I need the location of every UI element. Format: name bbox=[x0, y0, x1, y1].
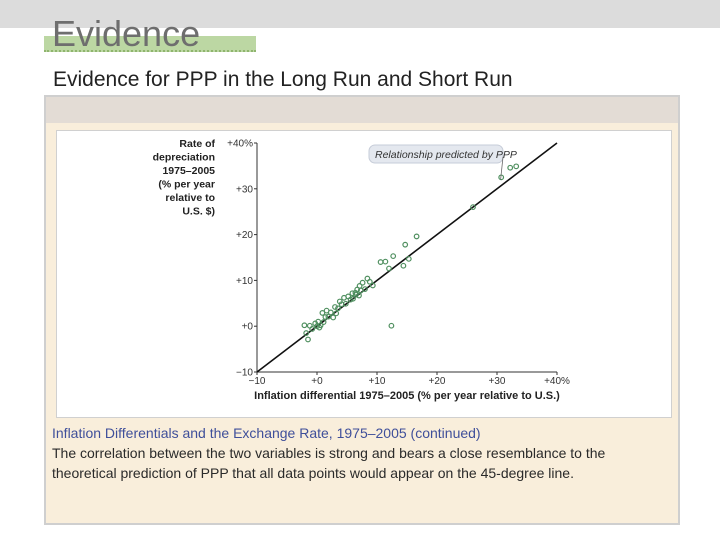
data-point bbox=[356, 282, 363, 289]
data-point bbox=[507, 164, 514, 171]
x-tick-labels: −10 +0 +10 +20 +30 +40% bbox=[249, 376, 571, 387]
data-point bbox=[320, 319, 327, 325]
y-axis-label-line: 1975–2005 bbox=[162, 165, 215, 177]
top-bar bbox=[0, 0, 720, 28]
data-point bbox=[390, 253, 397, 260]
y-axis-label-line: (% per year bbox=[158, 179, 215, 191]
data-point bbox=[322, 314, 329, 320]
caption-body: The correlation between the two variable… bbox=[52, 445, 606, 481]
data-point bbox=[327, 309, 334, 316]
data-point bbox=[356, 292, 362, 299]
x-tick-label: +10 bbox=[369, 376, 386, 387]
title-highlight bbox=[44, 36, 256, 52]
data-point bbox=[377, 259, 384, 265]
data-point bbox=[388, 322, 395, 329]
y-tick-label: +10 bbox=[236, 276, 253, 287]
data-point bbox=[362, 286, 368, 293]
x-tick-label: −10 bbox=[249, 376, 266, 387]
data-point bbox=[333, 310, 340, 317]
scatter-figure: Rate of depreciation 1975–2005 (% per year r… bbox=[56, 130, 672, 418]
data-point bbox=[350, 295, 356, 302]
data-point bbox=[317, 322, 324, 329]
data-point bbox=[470, 204, 476, 211]
y-tick-label: −10 bbox=[236, 368, 253, 379]
data-point bbox=[413, 233, 420, 240]
y-tick-label: +40% bbox=[227, 139, 253, 150]
y-axis-label-line: relative to bbox=[165, 192, 215, 204]
data-point bbox=[303, 330, 310, 336]
y-tick-label: +30 bbox=[236, 184, 253, 195]
x-axis-label: Inflation differential 1975–2005 (% per … bbox=[254, 390, 560, 402]
x-tick-label: +0 bbox=[311, 376, 323, 387]
data-point bbox=[513, 163, 520, 170]
panel-header bbox=[46, 97, 678, 123]
data-point bbox=[335, 305, 341, 312]
content-panel: Rate of depreciation 1975–2005 (% per year r… bbox=[44, 95, 680, 525]
y-tick-label: +20 bbox=[236, 230, 253, 241]
data-point bbox=[382, 258, 389, 265]
annotation-leader bbox=[500, 156, 504, 180]
data-point bbox=[305, 336, 311, 343]
y-axis-label-line: depreciation bbox=[153, 152, 215, 164]
data-point bbox=[319, 310, 326, 316]
x-tick-label: +30 bbox=[489, 376, 506, 387]
data-point bbox=[330, 314, 337, 321]
data-point bbox=[332, 304, 338, 310]
y-axis-label-line: Rate of bbox=[179, 138, 215, 150]
caption-title: Inflation Differentials and the Exchange… bbox=[52, 425, 481, 441]
annotation: Relationship predicted by PPP bbox=[368, 144, 517, 180]
data-point bbox=[405, 255, 412, 262]
caption: Inflation Differentials and the Exchange… bbox=[52, 423, 672, 483]
data-point bbox=[369, 282, 376, 289]
slide-subtitle: Evidence for PPP in the Long Run and Sho… bbox=[53, 68, 513, 91]
data-points bbox=[301, 163, 520, 343]
data-point bbox=[301, 322, 308, 329]
data-point bbox=[342, 300, 349, 307]
data-point bbox=[386, 265, 392, 272]
annotation-box bbox=[368, 144, 504, 164]
data-point bbox=[366, 278, 373, 285]
data-point bbox=[359, 279, 366, 286]
data-point bbox=[309, 326, 316, 332]
title-wrap: Evidence bbox=[44, 13, 256, 54]
y-axis-label-line: U.S. $) bbox=[182, 206, 215, 218]
x-tick-marks bbox=[256, 372, 558, 375]
x-tick-label: +40% bbox=[544, 376, 570, 387]
x-tick-label: +20 bbox=[429, 376, 446, 387]
data-point bbox=[349, 290, 356, 297]
data-point bbox=[402, 241, 409, 248]
y-tick-label: +0 bbox=[242, 322, 254, 333]
data-point bbox=[400, 262, 407, 269]
slide-title: Evidence bbox=[52, 13, 201, 54]
y-tick-labels: +40% +30 +20 +10 +0 −10 bbox=[227, 139, 253, 379]
annotation-text: Relationship predicted by PPP bbox=[375, 149, 517, 161]
